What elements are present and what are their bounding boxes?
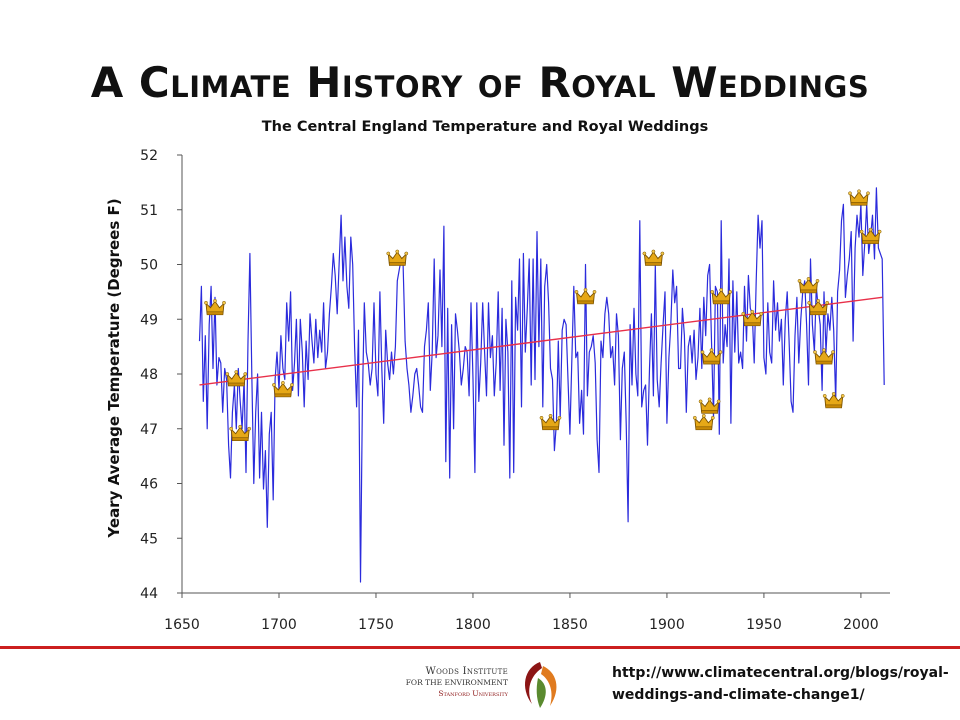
x-tick-label: 1700 — [261, 617, 297, 633]
y-tick-label: 46 — [140, 477, 158, 493]
source-url[interactable]: http://www.climatecentral.org/blogs/roya… — [612, 665, 949, 703]
crown-icon — [859, 227, 882, 244]
crown-icon — [700, 348, 723, 365]
wedding-markers — [204, 189, 882, 442]
y-tick-label: 49 — [140, 312, 158, 328]
crown-icon — [574, 288, 597, 305]
chart-axes — [177, 154, 890, 598]
slide-title: A Climate History of Royal Weddings — [90, 58, 870, 107]
y-tick-label: 51 — [140, 203, 158, 219]
leaf-logo-icon — [525, 662, 557, 708]
crown-icon — [225, 370, 248, 387]
trend-line — [199, 296, 883, 386]
crown-icon — [710, 288, 733, 305]
crown-icon — [272, 381, 294, 398]
logo-line3: Stanford University — [438, 689, 508, 698]
crown-icon — [698, 397, 721, 414]
crown-icon — [692, 413, 715, 431]
y-tick-label: 47 — [140, 422, 158, 438]
temperature-chart: The Central England Temperature and Roya… — [105, 119, 890, 633]
logo-text: Woods Institute for the Environment Stan… — [398, 666, 508, 699]
crown-icon — [229, 424, 252, 442]
woods-institute-logo: Woods Institute for the Environment Stan… — [398, 658, 568, 713]
crown-icon — [813, 348, 835, 365]
x-tick-label: 1800 — [455, 617, 491, 633]
x-tick-label: 1850 — [552, 617, 588, 633]
temperature-series-line — [198, 187, 885, 583]
plot-area — [198, 187, 885, 583]
crown-icon — [822, 392, 845, 409]
footer-divider — [0, 646, 960, 649]
crown-icon — [807, 298, 830, 316]
y-tick-label: 52 — [140, 148, 158, 164]
crown-icon — [539, 413, 562, 431]
logo-line1: Woods Institute — [425, 666, 508, 677]
x-tick-label: 1650 — [164, 617, 200, 633]
x-tick-label: 1900 — [649, 617, 685, 633]
x-tick-label: 2000 — [843, 617, 879, 633]
x-tick-label: 1750 — [358, 617, 394, 633]
y-tick-label: 50 — [140, 258, 158, 274]
tick-labels: 44 45 46 47 48 49 50 51 52 1650 1700 1750 1800 1850 19… — [140, 148, 879, 633]
x-tick-label: 1950 — [746, 617, 782, 633]
crown-icon — [386, 249, 409, 266]
crown-icon — [797, 277, 820, 294]
crown-icon — [204, 298, 226, 316]
y-axis-label: Yeary Average Temperature (Degrees F) — [105, 198, 123, 538]
crown-icon — [848, 189, 870, 206]
y-tick-label: 45 — [140, 531, 158, 547]
logo-line2: for the Environment — [405, 678, 508, 687]
y-tick-label: 44 — [140, 586, 158, 602]
crown-icon — [642, 249, 665, 266]
crown-icon — [741, 309, 764, 327]
chart-title: The Central England Temperature and Roya… — [262, 119, 709, 135]
y-tick-label: 48 — [140, 367, 158, 383]
